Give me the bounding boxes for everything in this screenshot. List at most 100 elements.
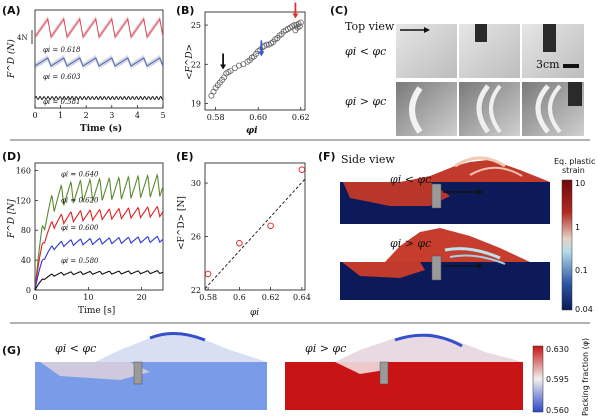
x-tick-label: 3 <box>109 111 114 120</box>
sim-low-deform <box>343 182 450 206</box>
panel-b-label: (B) <box>176 4 194 17</box>
data-point <box>236 62 242 69</box>
sim-packing-low-deform <box>40 362 150 380</box>
panel-c-photos: Top view φi < φc φi > φc 3cm <box>345 20 584 136</box>
sim-high-pile <box>340 228 530 262</box>
panel-b-points <box>208 19 304 99</box>
panel-f-cbar-title1: Eq. plastic <box>554 157 595 166</box>
data-point <box>231 65 238 72</box>
panel-b-xlabel: φi <box>246 126 258 136</box>
panel-a-xlabel: Time (s) <box>80 123 122 134</box>
sim-packing-high-bed <box>285 362 523 410</box>
panel-g-cbar-tick: 0.560 <box>546 406 569 415</box>
x-tick-label: 0.62 <box>262 293 280 302</box>
panel-e-ylabel: <F^D> [N] <box>177 196 187 250</box>
panel-d-ylabel: F^D [N] <box>7 199 17 239</box>
sim-low-pile <box>340 160 550 182</box>
panel-f-cbar-tick: 10 <box>575 179 585 188</box>
y-tick-label: 80 <box>21 226 31 235</box>
panel-f-simulations: Side view φi < φc φi > φc Eq. plastic st… <box>340 153 595 314</box>
x-tick-label: 5 <box>160 111 165 120</box>
data-point <box>236 239 243 247</box>
data-point <box>263 41 270 48</box>
panel-a-ticks: 0 1 2 3 4 5 <box>32 105 166 120</box>
panel-e-frame <box>204 162 306 291</box>
series-band-1 <box>35 55 163 69</box>
data-point <box>298 166 306 173</box>
series-line-1 <box>34 205 164 291</box>
panel-c-scale-label: 3cm <box>536 58 560 71</box>
panel-a-ylabel: F^D (N) <box>6 39 17 79</box>
arrow-head <box>477 263 483 269</box>
y-tick-label: 22 <box>191 60 201 69</box>
data-point <box>208 92 215 99</box>
y-tick-label: 30 <box>191 179 201 188</box>
panel-a-label: (A) <box>2 4 21 17</box>
panel-b-ticks: 0.58 0.60 0.62 19 22 25 <box>191 21 310 122</box>
panel-f-side-view: Side view <box>341 153 395 166</box>
sim-high-band <box>449 254 506 265</box>
panel-d-plot: φi = 0.640 φi = 0.620 φi = 0.600 φi = 0.580… <box>7 162 164 316</box>
panel-d-xlabel: Time [s] <box>78 306 115 316</box>
panel-c-top-view: Top view <box>345 20 395 33</box>
photo-high-1 <box>396 82 457 136</box>
crest <box>409 86 423 134</box>
panel-f-cbar-tick: 1 <box>575 223 580 232</box>
data-point <box>267 222 274 230</box>
panel-b-plot: 0.58 0.60 0.62 19 22 25 <F^D> φi <box>185 2 310 136</box>
y-tick-label: 160 <box>16 166 31 175</box>
x-tick-label: 0 <box>32 111 37 120</box>
sim-packing-high-pile <box>285 333 523 362</box>
data-point <box>227 67 234 74</box>
series-line-0 <box>34 173 164 291</box>
data-point <box>204 270 212 278</box>
arrow-head <box>424 27 430 33</box>
y-tick-label: 22 <box>191 286 201 295</box>
y-tick-label: 19 <box>191 99 201 108</box>
panel-g-cbar-tick: 0.630 <box>546 345 569 354</box>
panel-f-row2-label: φi > φc <box>390 237 431 250</box>
indicator-arrow-head <box>220 64 227 70</box>
panel-b-frame <box>204 11 306 111</box>
data-point <box>297 19 304 26</box>
x-tick-label: 0.6 <box>233 293 246 302</box>
panel-b-ylabel: <F^D> <box>185 44 195 80</box>
sim-low-band <box>454 156 506 168</box>
x-tick-label: 20 <box>137 293 147 302</box>
y-tick-label: 120 <box>16 196 31 205</box>
sim-high-deform <box>342 262 425 278</box>
arrow-head <box>477 189 483 195</box>
intruder <box>568 82 582 106</box>
indicator-arrow-head <box>258 51 265 57</box>
sim-high-band <box>444 247 501 260</box>
sim-packing-high-band <box>394 333 463 348</box>
panel-a-scale-label: 4N <box>17 34 28 42</box>
series-line-3 <box>34 270 164 291</box>
panel-g-colorbar <box>532 345 544 413</box>
panel-e-ticks: 0.58 0.6 0.62 0.64 22 26 30 <box>191 179 311 302</box>
series-label-3: φi = 0.580 <box>61 257 99 265</box>
panel-g-cbar-tick: 0.595 <box>546 375 569 384</box>
series-line-1 <box>34 57 164 67</box>
series-label-2: φi = 0.600 <box>61 224 99 232</box>
panel-g-right-label: φi > φc <box>305 342 346 355</box>
panel-c-row1-label: φi < φc <box>345 45 386 58</box>
panel-g-cbar-title: Packing fraction (φ) <box>581 338 590 416</box>
crest <box>489 84 502 134</box>
intruder <box>475 24 487 42</box>
panel-e-plot: 0.58 0.6 0.62 0.64 22 26 30 <F^D> [N] φi <box>177 162 311 318</box>
sim-packing-low-band <box>149 332 206 342</box>
crest <box>548 84 562 134</box>
x-tick-label: 0 <box>32 293 37 302</box>
series-line-2 <box>34 95 163 101</box>
y-tick-label: 26 <box>191 233 201 242</box>
series-label-0: φi = 0.640 <box>61 170 99 178</box>
panel-f-cbar-title2: strain <box>562 166 585 175</box>
intruder <box>133 361 143 385</box>
y-tick-label: 40 <box>21 256 31 265</box>
panel-e-label: (E) <box>176 150 194 163</box>
x-tick-label: 4 <box>135 111 140 120</box>
photo-low-2 <box>459 24 520 78</box>
intruder <box>379 361 389 385</box>
